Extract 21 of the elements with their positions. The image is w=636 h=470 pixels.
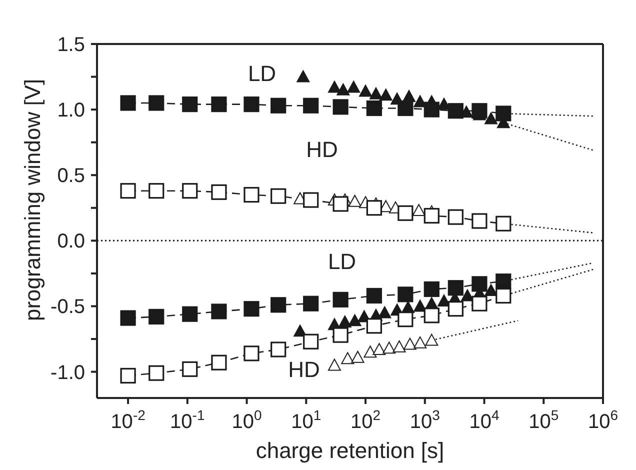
x-tick-label: 10$^{3}$ xyxy=(410,407,440,433)
x-tick-label: 10$^{2}$ xyxy=(350,407,381,433)
annotation: LD xyxy=(248,61,276,86)
annotation: LD xyxy=(328,249,356,274)
x-tick-label: 10$^{0}$ xyxy=(232,407,262,433)
x-tick-label: 10$^{-1}$ xyxy=(170,407,205,433)
x-tick-label: 10$^{5}$ xyxy=(528,407,559,433)
y-tick-label: 1.5 xyxy=(57,34,85,56)
y-tick-label: 0.5 xyxy=(57,165,85,188)
x-tick-label: 10$^{-2}$ xyxy=(110,407,146,433)
y-tick-label: 1.0 xyxy=(57,100,85,122)
y-tick-label: -0.5 xyxy=(50,296,85,318)
x-tick-label: 10$^{1}$ xyxy=(291,407,322,433)
annotation: HD xyxy=(288,357,320,382)
x-tick-label: 10$^{4}$ xyxy=(469,407,500,433)
y-axis-title: programming window [V] xyxy=(20,78,45,321)
x-axis-title: charge retention [s] xyxy=(256,438,444,463)
y-tick-label: -1.0 xyxy=(50,362,85,384)
x-tick-label: 10$^{6}$ xyxy=(588,407,618,433)
annotation: HD xyxy=(306,137,338,162)
y-tick-label: 0.0 xyxy=(57,230,85,253)
